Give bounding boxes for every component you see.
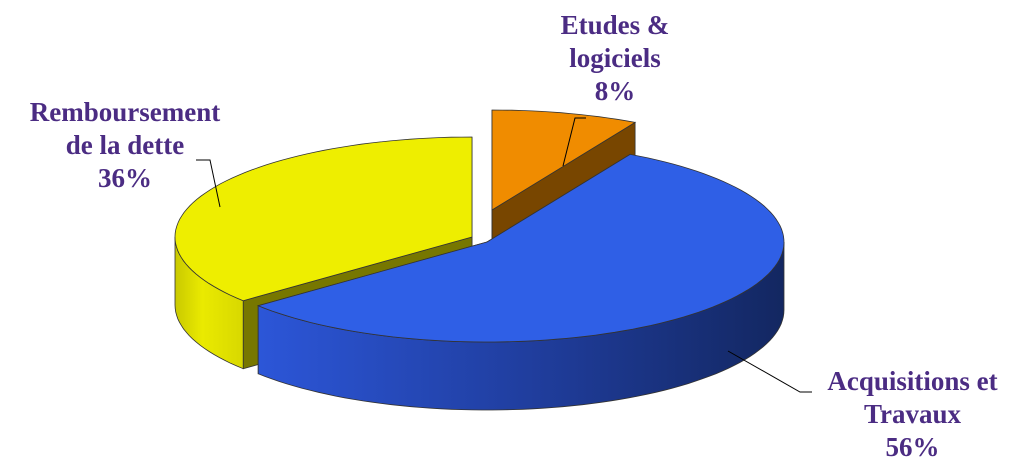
leader-line-acquisitions [727, 350, 812, 393]
slice-label-line: de la dette [65, 130, 185, 160]
slice-label-line: Travaux [863, 399, 961, 429]
slice-percent: 56% [885, 432, 940, 462]
slice-label-line: Etudes & [560, 10, 670, 40]
slice-label-line: logiciels [569, 43, 661, 73]
slice-label-line: Acquisitions et [827, 366, 998, 396]
slice-top-etudes [491, 109, 637, 211]
leader-line-etudes [562, 117, 586, 167]
slice-top-acquisitions [256, 153, 785, 343]
leader-line-remboursement [196, 159, 221, 208]
slice-percent: 36% [98, 163, 152, 193]
slice-label-remboursement: Remboursement de la dette 36% [0, 96, 250, 195]
slice-label-acquisitions: Acquisitions et Travaux 56% [800, 365, 1025, 464]
slice-acquisitions [256, 153, 785, 411]
slice-percent: 8% [594, 76, 636, 106]
slice-label-etudes: Etudes & logiciels 8% [535, 9, 695, 108]
slice-label-line: Remboursement [29, 97, 221, 127]
slice-top-remboursement [174, 136, 473, 302]
